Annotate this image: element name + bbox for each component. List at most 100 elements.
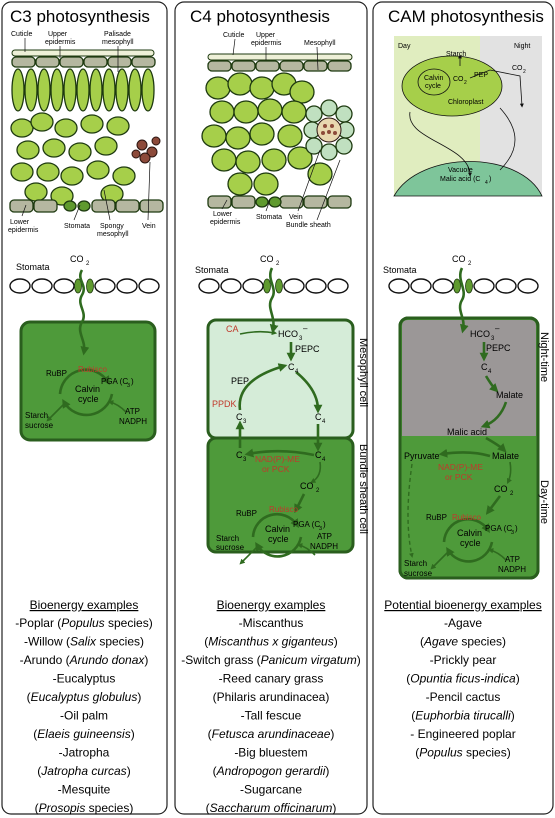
label-cuticle: Cuticle	[223, 32, 245, 39]
malate-night-label: Malate	[496, 390, 523, 400]
examples-list: -Poplar (Populus species) -Willow (Salix …	[15, 616, 152, 815]
examples-title: Potential bioenergy examples	[384, 598, 541, 612]
example-item: - Engineered poplar	[410, 727, 515, 741]
c4-label: C	[481, 362, 488, 372]
bundle-sheath-cell	[320, 143, 338, 161]
side-label-day: Day-time	[538, 480, 550, 524]
hco3-label: HCO	[278, 329, 298, 339]
epidermis-cell	[305, 278, 327, 294]
label-lower-epidermis: epidermis	[8, 227, 39, 234]
co2-label: CO	[453, 76, 464, 83]
calvin-cycle-labels: RuBP Rubisco PGA (C 3 ) Calvin cycle Sta…	[216, 505, 338, 552]
pep-label: PEP	[231, 376, 249, 386]
label-spongy-mesophyll: mesophyll	[97, 231, 129, 238]
example-item: (Philaris arundinacea)	[213, 690, 330, 704]
day-label: Day	[398, 43, 411, 50]
palisade-cell	[63, 68, 77, 112]
upper-epidermis	[207, 60, 352, 72]
hco3-superscript: –	[495, 324, 500, 333]
epidermis-cell	[198, 278, 220, 294]
bundle-sheath-cells	[303, 99, 355, 161]
spongy-cell	[94, 136, 118, 156]
side-label-bundle-sheath: Bundle sheath cell	[357, 444, 369, 534]
mesophyll-cell	[201, 124, 227, 148]
vacuole-label: Vacuole	[448, 167, 473, 174]
starch-label: Starch	[216, 534, 239, 543]
mesophyll-cell	[249, 76, 275, 100]
night-region	[402, 320, 536, 436]
epidermis-cell	[53, 278, 75, 294]
epidermis-cell	[9, 278, 31, 294]
rubisco-label: Rubisco	[269, 505, 298, 514]
atp-label: ATP	[317, 532, 332, 541]
rubp-label: RuBP	[236, 509, 257, 518]
c3-mid-subscript: 3	[243, 419, 247, 425]
example-item: -Switch grass (Panicum virgatum)	[181, 653, 360, 667]
pga-close: )	[131, 377, 134, 386]
mesophyll-cell	[233, 100, 259, 124]
label-cuticle: Cuticle	[11, 31, 33, 38]
mesophyll-cell	[277, 124, 303, 148]
mesophyll-cell	[227, 72, 253, 96]
label-epidermis: epidermis	[45, 39, 76, 46]
leaf-cross-section: Cuticle Upper epidermis Mesophyll Lower …	[201, 32, 355, 229]
bundle-sheath-cell	[335, 105, 353, 123]
epidermis-cell	[327, 278, 349, 294]
rubp-label: RuBP	[46, 369, 67, 378]
example-item: -Agave	[444, 616, 482, 630]
epidermis-cell	[432, 278, 454, 294]
epidermis-cell	[242, 278, 264, 294]
guard-cell	[263, 278, 271, 294]
co2-subscript: 2	[464, 80, 467, 86]
lower-epidermis	[9, 199, 164, 213]
co2-label: CO	[70, 254, 84, 264]
co2-release-subscript: 2	[316, 488, 320, 494]
spongy-cell	[30, 112, 54, 132]
co2-subscript: 2	[276, 261, 280, 267]
spongy-cell	[106, 116, 130, 136]
mesophyll-cell	[235, 150, 261, 174]
calvin-cycle-labels: RuBP Rubisco PGA (C 3 ) Calvin cycle Sta…	[25, 365, 147, 430]
atp-label: ATP	[125, 407, 140, 416]
co2-diffusion-arrow	[78, 269, 90, 356]
c4-mid-subscript: 4	[322, 419, 326, 425]
example-item: (Opuntia ficus-indica)	[406, 672, 519, 686]
mesophyll-cell	[257, 98, 283, 122]
cam-pathway-labels: HCO 3 – PEPC C 4 Malate Malic acid Pyruv…	[404, 324, 523, 497]
c4-mid-label: C	[315, 412, 322, 422]
cycle-arrow-top	[442, 517, 490, 543]
epidermis-cell	[207, 60, 232, 72]
output-arrow	[239, 546, 258, 565]
label-mesophyll: Mesophyll	[304, 40, 336, 47]
inset-labels: Day Night Starch Calvin cycle CO 2 PEP C…	[398, 43, 530, 186]
hco3-label: HCO	[470, 329, 490, 339]
spongy-cell	[24, 182, 48, 202]
mesophyll-cell	[211, 148, 237, 172]
vacuole	[393, 161, 543, 197]
epidermis-cell	[255, 60, 280, 72]
co2-label: CO	[452, 254, 466, 264]
co2-subscript: 2	[86, 261, 90, 267]
example-item: (Agave species)	[420, 635, 506, 649]
guard-cell	[465, 278, 473, 294]
spongy-cell	[112, 166, 136, 186]
palisade-cell	[37, 68, 51, 112]
epidermis-cell	[59, 56, 84, 68]
mesophyll-cell	[287, 146, 313, 170]
guard-cell	[74, 278, 82, 294]
calvin-label: Calvin	[457, 528, 482, 538]
c4-pathway-labels: CA HCO 3 – PEPC C 4 PEP PPDK C 3 C 4 C 3…	[212, 324, 326, 494]
guard-cell	[86, 278, 94, 294]
mesophyll-cell	[227, 172, 253, 196]
chloroplast-label: Chloroplast	[448, 99, 483, 106]
epidermis-cell	[35, 56, 60, 68]
hco3-superscript: –	[303, 324, 308, 333]
co2-night-label: CO	[512, 65, 523, 72]
pga-subscript: 3	[127, 383, 130, 389]
bundle-sheath-cell	[305, 105, 323, 123]
mesophyll-cell	[205, 76, 231, 100]
label-bundle-sheath: Bundle sheath	[286, 222, 331, 229]
calvin-loop	[417, 68, 451, 96]
sucrose-label: sucrose	[25, 421, 54, 430]
